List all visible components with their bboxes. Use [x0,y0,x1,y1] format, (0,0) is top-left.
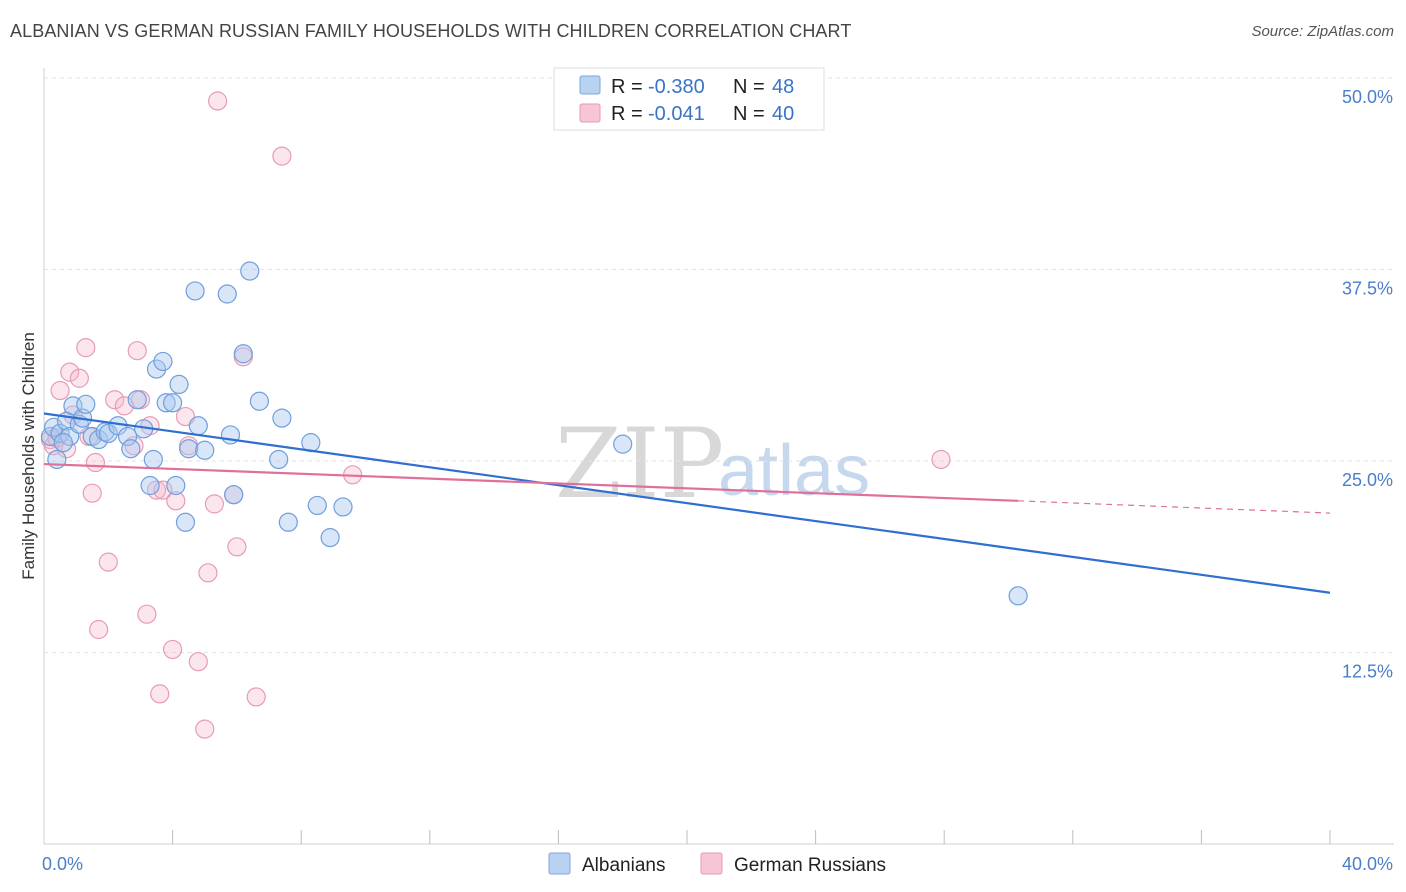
german-russians-point [76,338,96,358]
albanians-point [169,374,189,394]
albanians-point [307,495,327,516]
legend-n-value-albanians: 48 [772,76,794,98]
german-russians-point [208,91,228,111]
y-tick-labels: 12.5% 25.0% 37.5% 50.0% [1342,87,1393,682]
albanians-point [249,391,270,411]
albanians-point [217,284,237,304]
x-tick-marks [172,830,1331,844]
albanians-point [278,512,298,532]
y-axis-label: Family Households with Children [19,332,38,580]
german-russians-point [195,719,215,739]
german-russians-point [227,537,247,557]
german-russians-point [105,390,125,410]
x-tick-label-max: 40.0% [1342,854,1393,874]
albanians-point [153,351,173,372]
german-russians-point [127,341,147,361]
german-russians-point [89,619,109,640]
albanians-point [127,390,147,410]
albanians-point [156,393,176,413]
albanians-point [117,426,138,447]
german-russians-point [82,483,102,503]
series-legend: Albanians German Russians [548,852,886,876]
german-russians-point [204,494,224,514]
german-russians-point [150,684,170,704]
albanians-point [240,261,260,281]
source-label: Source: ZipAtlas.com [1251,23,1394,40]
albanians-point [233,344,253,364]
legend-r-value-german-russians: -0.041 [648,103,705,125]
german-russians-point [198,563,218,583]
german-russians-point [50,380,70,401]
german-russians-point [153,480,173,500]
albanians-point [185,281,205,301]
correlation-legend: R = -0.380 N = 48 R = -0.041 N = 40 [553,67,825,131]
german-russians-point [931,449,951,470]
german-russians-point [85,452,106,473]
albanians-point [272,408,292,428]
albanians-point [163,393,183,413]
albanians-point [613,434,633,454]
legend-r-value-albanians: -0.380 [648,76,705,98]
albanians-point [53,433,73,453]
albanians-point [179,439,199,459]
german-russians-trend-extension [1018,500,1331,514]
albanians-point [140,475,160,496]
german-russians-trend-line [43,462,1019,502]
watermark-zip: ZIP [555,408,724,520]
albanians-trend-line [43,412,1331,594]
y-tick-label: 37.5% [1342,279,1393,299]
albanians-point [188,416,208,436]
albanians-point [269,449,289,470]
albanians-point [195,440,215,460]
legend-swatch-albanians [579,75,601,95]
watermark-atlas: atlas [718,431,870,511]
albanians-point [224,485,244,505]
albanians-point [175,512,196,532]
german-russians-point [188,652,208,672]
y-tick-label: 12.5% [1342,662,1393,682]
german-russians-point [163,639,183,660]
chart-title: ALBANIAN VS GERMAN RUSSIAN FAMILY HOUSEH… [10,21,852,41]
y-tick-label: 50.0% [1342,87,1393,107]
legend-r-label-albanians: R = [611,76,643,98]
trend-lines [43,412,1331,594]
albanians-point [143,449,163,470]
albanians-point [333,497,353,517]
albanians-point [89,429,109,450]
bottom-legend-albanians: Albanians [582,855,665,876]
german-russians-point [272,146,292,166]
legend-n-value-german-russians: 40 [772,103,794,125]
albanians-point [121,439,141,459]
albanians-point [76,394,96,414]
legend-n-label-albanians: N = [733,76,765,98]
german-russians-point [166,491,186,511]
german-russians-point [69,368,89,388]
german-russians-point [246,687,266,707]
german-russians-points [40,91,951,739]
albanians-point [146,359,167,379]
german-russians-point [60,362,80,382]
x-tick-label-min: 0.0% [42,854,83,874]
bottom-legend-german-russians: German Russians [734,855,886,876]
albanians-point [1008,586,1028,606]
bottom-legend-swatch-albanians [548,852,571,875]
albanians-point [166,475,186,496]
legend-r-label-german-russians: R = [611,103,643,125]
bottom-legend-swatch-german-russians [700,852,723,875]
german-russians-point [137,604,157,624]
albanians-point [320,527,340,548]
albanians-point [98,423,118,444]
y-tick-label: 25.0% [1342,470,1393,490]
legend-swatch-german-russians [579,103,601,123]
german-russians-point [98,552,118,572]
legend-n-label-german-russians: N = [733,103,765,125]
albanians-points [40,261,1028,606]
